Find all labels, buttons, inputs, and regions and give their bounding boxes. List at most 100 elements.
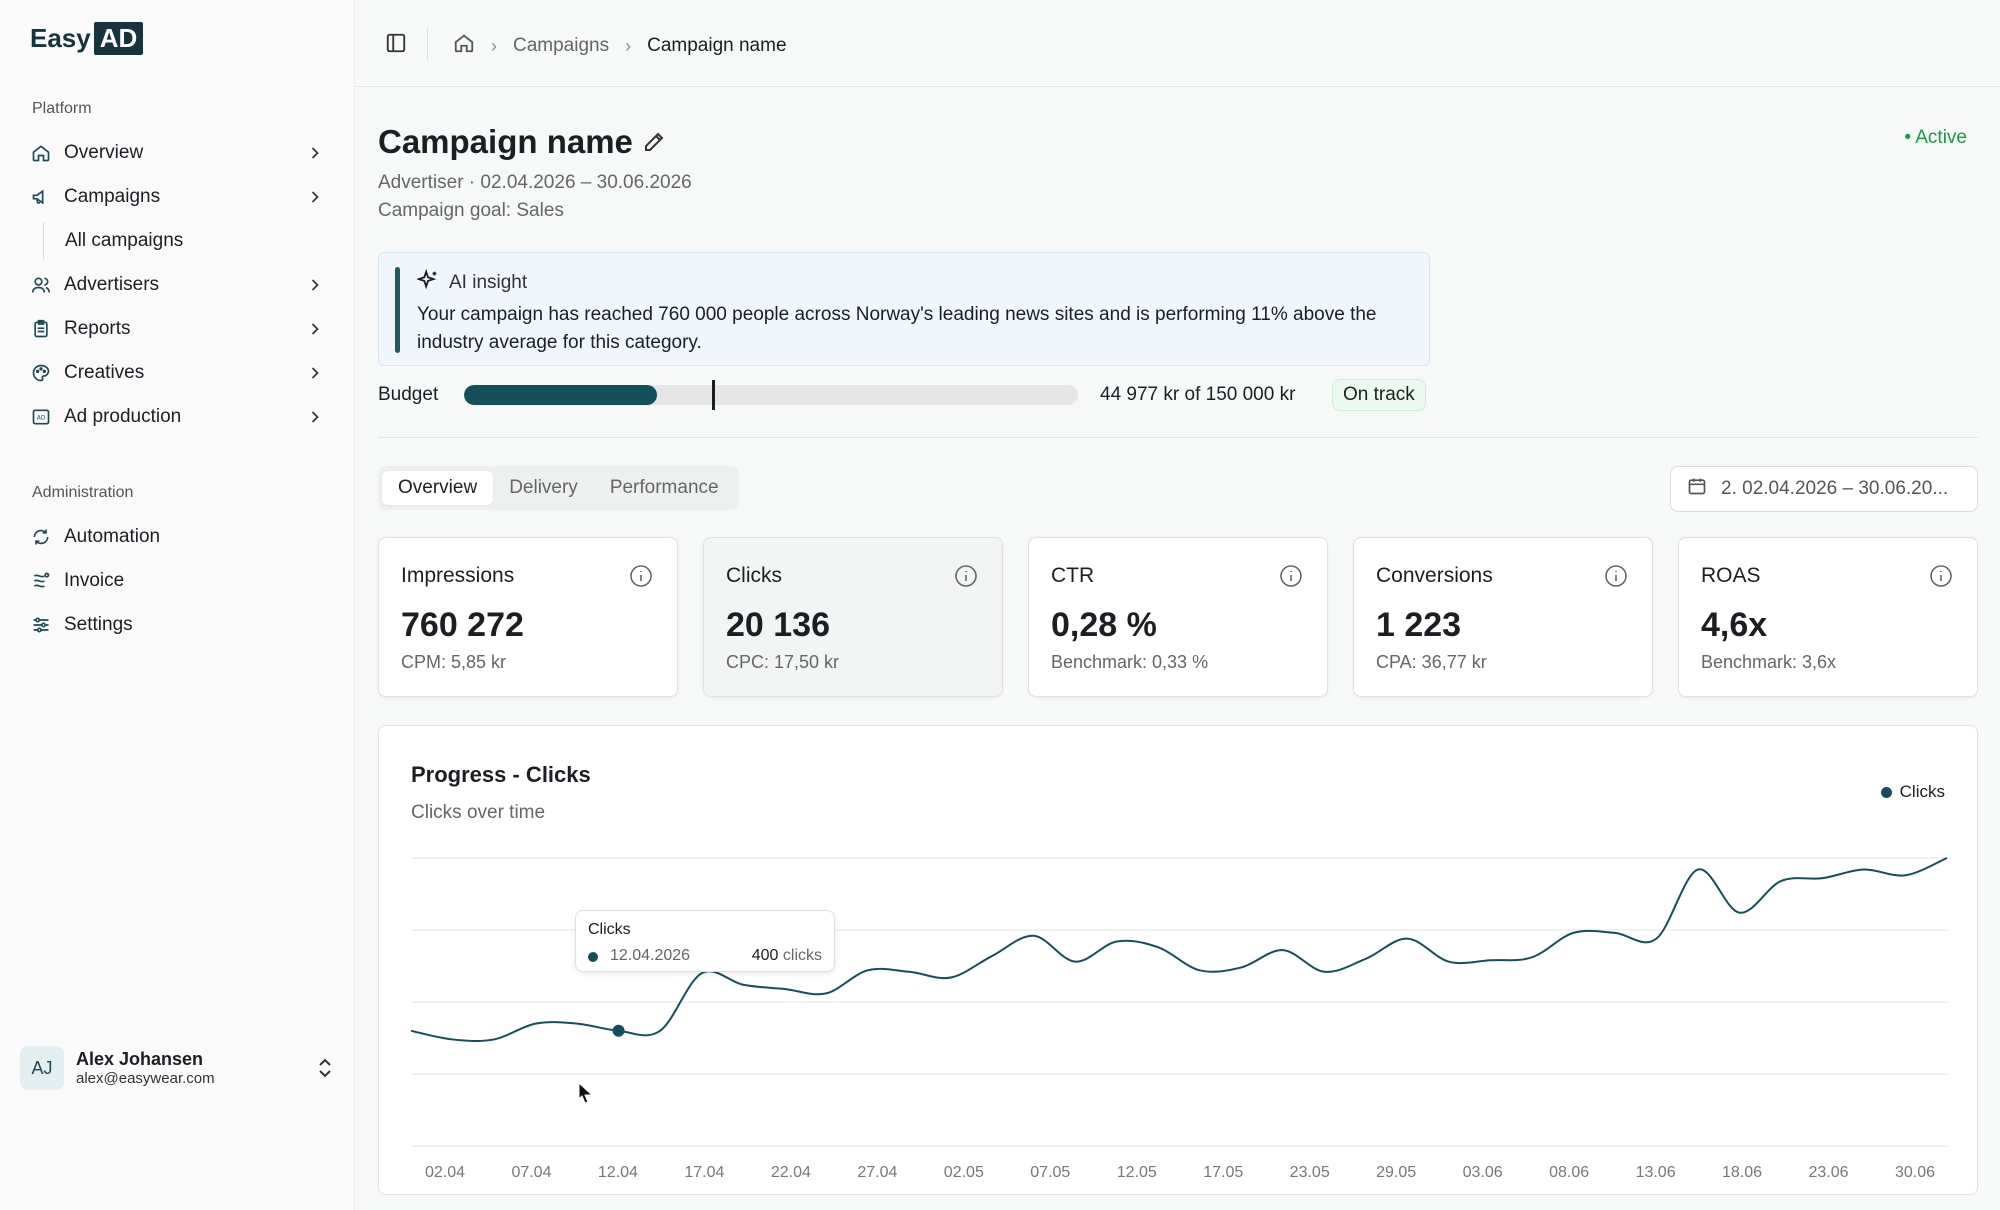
invoice-icon: [30, 570, 52, 592]
sidebar-item-label: Automation: [64, 526, 161, 547]
x-tick-label: 03.06: [1463, 1164, 1503, 1181]
sidebar-item-reports[interactable]: Reports: [30, 312, 325, 346]
x-tick-label: 12.04: [598, 1164, 638, 1181]
sidebar-item-invoice[interactable]: Invoice: [30, 564, 325, 598]
sidebar-item-label: Campaigns: [64, 186, 161, 207]
kpi-value: 20 136: [726, 606, 830, 644]
kpi-label: Clicks: [726, 564, 782, 587]
insight-accent-bar: [395, 267, 400, 353]
mouse-cursor-icon: [578, 1081, 594, 1109]
budget-pace-marker: [712, 380, 716, 410]
chevron-right-icon: ›: [491, 35, 497, 56]
pencil-icon[interactable]: [642, 130, 666, 159]
status-badge: • Active: [1904, 127, 1967, 148]
sidebar-item-automation[interactable]: Automation: [30, 520, 325, 554]
tooltip-value-number: 400: [751, 947, 779, 964]
budget-progress-track: [464, 385, 1078, 405]
top-bar: › Campaigns › Campaign name: [355, 0, 2000, 87]
user-name: Alex Johansen: [76, 1049, 204, 1069]
tooltip-value: 400 clicks: [752, 947, 822, 965]
kpi-subtext: CPM: 5,85 kr: [401, 652, 507, 672]
x-tick-label: 17.04: [684, 1164, 724, 1181]
svg-text:AD: AD: [37, 416, 46, 422]
ad-icon: AD: [30, 406, 52, 428]
kpi-card-roas[interactable]: ROAS 4,6x Benchmark: 3,6x: [1678, 537, 1978, 697]
ai-insight-panel: AI insight Your campaign has reached 760…: [378, 252, 1430, 366]
info-icon[interactable]: [1604, 564, 1628, 593]
palette-icon: [30, 362, 52, 384]
campaign-meta: Advertiser · 02.04.2026 – 30.06.2026: [378, 172, 692, 193]
sliders-icon: [30, 614, 52, 636]
tab-overview[interactable]: Overview: [382, 471, 494, 505]
kpi-value: 1 223: [1376, 606, 1462, 644]
sidebar-item-settings[interactable]: Settings: [30, 608, 325, 642]
chart-legend: Clicks: [1880, 782, 1945, 802]
sidebar-toggle-icon[interactable]: [385, 32, 407, 59]
sidebar-subitem-all-campaigns[interactable]: All campaigns: [65, 230, 184, 251]
x-tick-label: 22.04: [771, 1164, 811, 1181]
kpi-label: Conversions: [1376, 564, 1493, 587]
logo-text: Easy: [30, 23, 91, 53]
sparkle-icon: [415, 268, 449, 297]
sidebar-item-ad-production[interactable]: AD Ad production: [30, 400, 325, 434]
sidebar-item-label: Creatives: [64, 362, 145, 383]
submenu-line: [43, 222, 44, 260]
sidebar: Easy AD Platform Overview Campaigns All …: [0, 0, 355, 1210]
info-icon[interactable]: [1929, 564, 1953, 593]
chart-subtitle: Clicks over time: [411, 802, 546, 823]
budget-progress-fill: [464, 385, 658, 405]
sidebar-item-label: Settings: [64, 614, 133, 635]
x-tick-label: 08.06: [1549, 1164, 1589, 1181]
kpi-subtext: Benchmark: 3,6x: [1701, 652, 1837, 672]
info-icon[interactable]: [954, 564, 978, 593]
kpi-card-clicks[interactable]: Clicks 20 136 CPC: 17,50 kr: [703, 537, 1003, 697]
highlighted-point[interactable]: [612, 1024, 625, 1037]
sidebar-item-creatives[interactable]: Creatives: [30, 356, 325, 390]
sidebar-item-label: Advertisers: [64, 274, 160, 295]
info-icon[interactable]: [1279, 564, 1303, 593]
budget-status-badge: On track: [1332, 379, 1426, 411]
megaphone-icon: [30, 186, 52, 208]
home-icon: [30, 142, 52, 164]
tab-delivery[interactable]: Delivery: [509, 477, 578, 498]
kpi-card-ctr[interactable]: CTR 0,28 % Benchmark: 0,33 %: [1028, 537, 1328, 697]
legend-dot: [1880, 786, 1892, 798]
chevron-right-icon: [305, 275, 325, 301]
sidebar-item-label: Overview: [64, 142, 144, 163]
kpi-card-impressions[interactable]: Impressions 760 272 CPM: 5,85 kr: [378, 537, 678, 697]
x-tick-label: 23.05: [1290, 1164, 1330, 1181]
x-tick-label: 02.05: [944, 1164, 984, 1181]
calendar-icon: [1687, 476, 1721, 502]
user-menu[interactable]: AJ Alex Johansen alex@easywear.com: [20, 1044, 335, 1092]
date-range-value: 2. 02.04.2026 – 30.06.20...: [1721, 478, 1949, 499]
line-chart[interactable]: 02.04 07.04 12.04 17.04 22.04 27.04 02.05 07.05…: [379, 726, 1979, 1196]
x-tick-label: 23.06: [1809, 1164, 1849, 1181]
series-line-clicks[interactable]: [410, 857, 1948, 1042]
tab-bar: Overview Delivery Performance: [378, 466, 739, 510]
chevron-up-down-icon: [315, 1056, 335, 1085]
tooltip-title: Clicks: [588, 921, 631, 938]
logo-badge: AD: [93, 22, 144, 55]
user-email: alex@easywear.com: [76, 1070, 215, 1087]
tab-performance[interactable]: Performance: [609, 477, 719, 498]
kpi-card-conversions[interactable]: Conversions 1 223 CPA: 36,77 kr: [1353, 537, 1653, 697]
kpi-label: Impressions: [401, 564, 515, 587]
kpi-subtext: Benchmark: 0,33 %: [1051, 652, 1209, 672]
sidebar-item-campaigns[interactable]: Campaigns: [30, 180, 325, 214]
kpi-value: 0,28 %: [1051, 606, 1157, 644]
chevron-right-icon: [305, 363, 325, 389]
info-icon[interactable]: [629, 564, 653, 593]
budget-label: Budget: [378, 384, 439, 405]
users-icon: [30, 274, 52, 296]
date-range-picker[interactable]: 2. 02.04.2026 – 30.06.20...: [1670, 466, 1978, 512]
insight-body: Your campaign has reached 760 000 people…: [417, 304, 1377, 353]
kpi-value: 4,6x: [1701, 606, 1768, 644]
breadcrumb-campaigns[interactable]: Campaigns: [513, 35, 610, 56]
logo[interactable]: Easy AD: [30, 22, 144, 55]
sidebar-item-advertisers[interactable]: Advertisers: [30, 268, 325, 302]
kpi-label: CTR: [1051, 564, 1095, 587]
sidebar-item-overview[interactable]: Overview: [30, 136, 325, 170]
x-tick-label: 12.05: [1117, 1164, 1157, 1181]
home-icon[interactable]: [453, 32, 475, 60]
sidebar-item-label: Ad production: [64, 406, 182, 427]
